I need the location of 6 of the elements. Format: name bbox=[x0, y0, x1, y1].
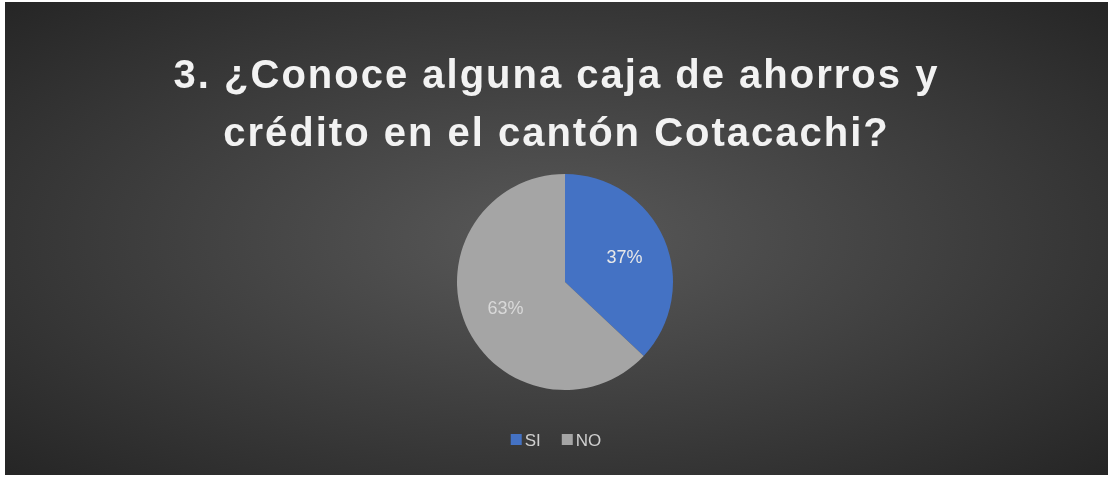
pie-slice bbox=[457, 174, 644, 390]
data-label: 37% bbox=[606, 246, 643, 267]
pie-slice bbox=[565, 174, 673, 356]
chart-title: 3. ¿Conoce alguna caja de ahorros y crédito en el cantón Cotacachi? bbox=[173, 52, 940, 154]
legend-label: NO bbox=[575, 430, 602, 450]
legend-label: SI bbox=[524, 430, 541, 450]
